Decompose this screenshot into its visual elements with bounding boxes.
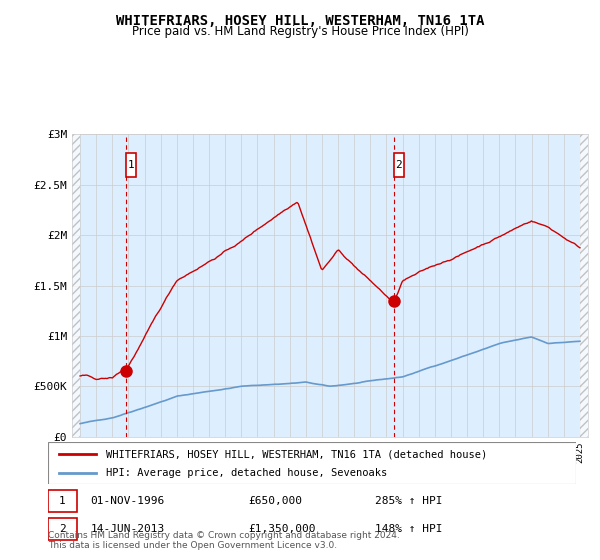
Text: 01-NOV-1996: 01-NOV-1996: [90, 496, 164, 506]
Text: £650,000: £650,000: [248, 496, 302, 506]
Text: 1: 1: [127, 160, 134, 170]
Text: 1: 1: [59, 496, 65, 506]
FancyBboxPatch shape: [48, 518, 77, 540]
FancyBboxPatch shape: [48, 442, 576, 484]
Text: 148% ↑ HPI: 148% ↑ HPI: [376, 524, 443, 534]
Text: WHITEFRIARS, HOSEY HILL, WESTERHAM, TN16 1TA: WHITEFRIARS, HOSEY HILL, WESTERHAM, TN16…: [116, 14, 484, 28]
Text: £1,350,000: £1,350,000: [248, 524, 316, 534]
Text: 285% ↑ HPI: 285% ↑ HPI: [376, 496, 443, 506]
FancyBboxPatch shape: [394, 152, 404, 177]
Text: HPI: Average price, detached house, Sevenoaks: HPI: Average price, detached house, Seve…: [106, 468, 388, 478]
Text: Price paid vs. HM Land Registry's House Price Index (HPI): Price paid vs. HM Land Registry's House …: [131, 25, 469, 38]
Text: 2: 2: [395, 160, 402, 170]
Text: 2: 2: [59, 524, 65, 534]
Text: 14-JUN-2013: 14-JUN-2013: [90, 524, 164, 534]
Text: WHITEFRIARS, HOSEY HILL, WESTERHAM, TN16 1TA (detached house): WHITEFRIARS, HOSEY HILL, WESTERHAM, TN16…: [106, 449, 487, 459]
FancyBboxPatch shape: [48, 490, 77, 512]
FancyBboxPatch shape: [126, 152, 136, 177]
Text: Contains HM Land Registry data © Crown copyright and database right 2024.
This d: Contains HM Land Registry data © Crown c…: [48, 530, 400, 550]
